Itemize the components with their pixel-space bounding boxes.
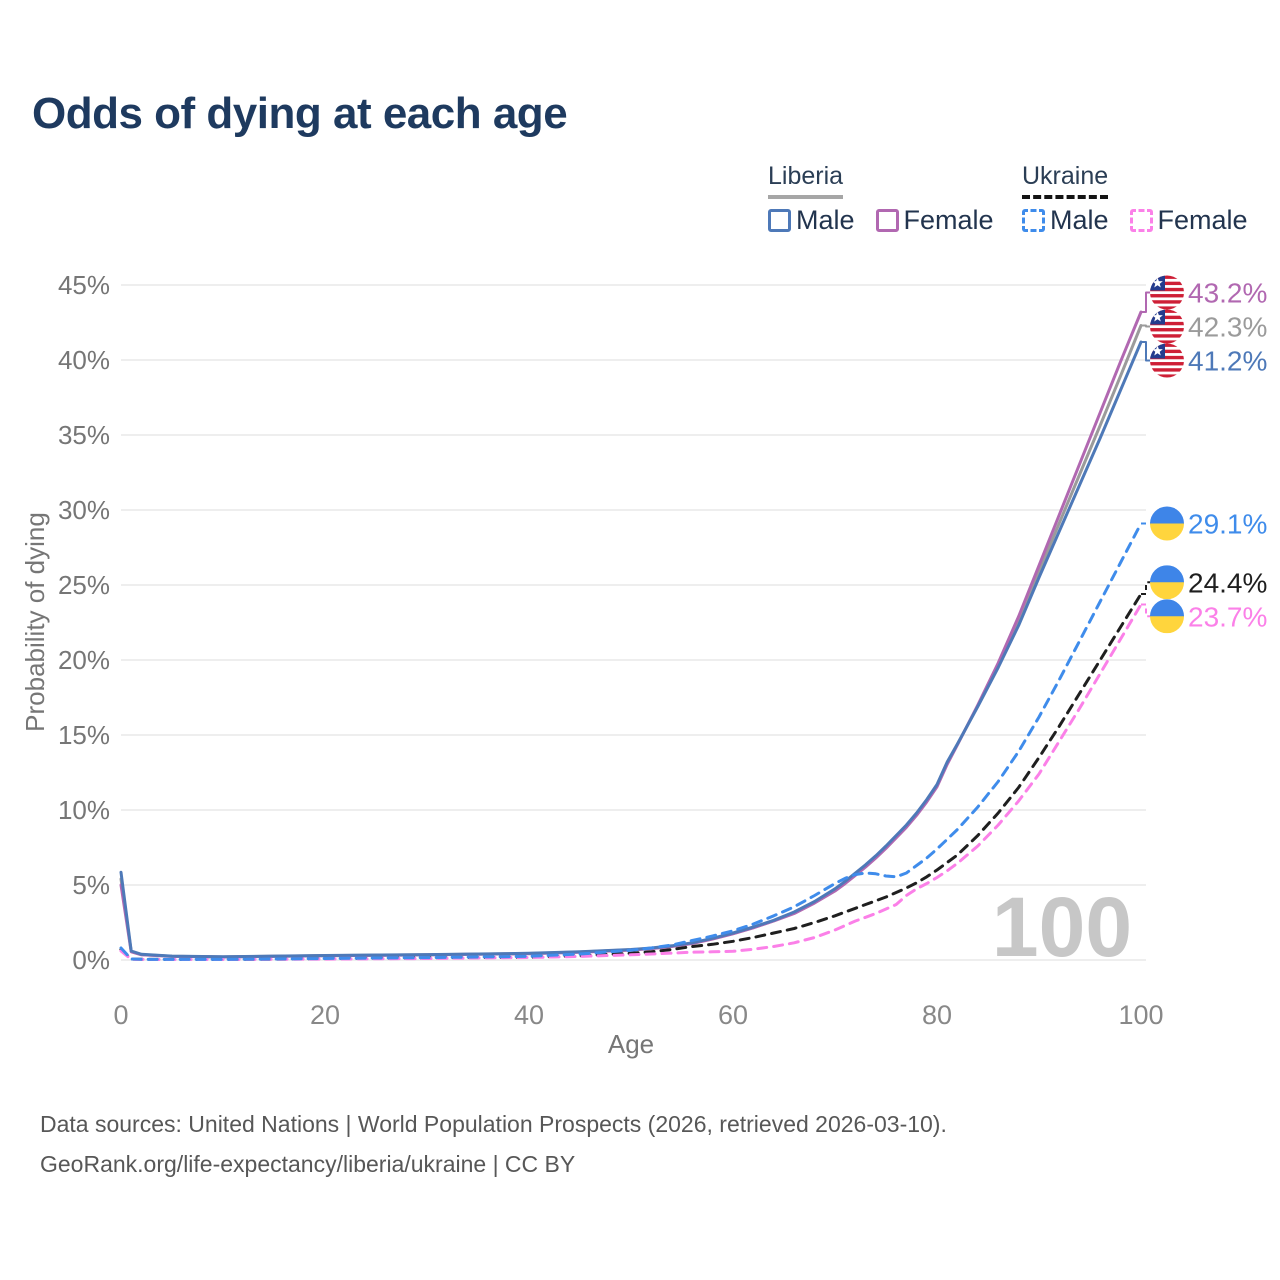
legend-item-label: Female <box>903 204 994 235</box>
legend-item-label: Female <box>1157 204 1248 235</box>
y-tick-label: 25% <box>58 570 110 600</box>
footer-line-2: GeoRank.org/life-expectancy/liberia/ukra… <box>40 1151 576 1177</box>
x-tick-label: 0 <box>113 1000 128 1030</box>
flag-star <box>1152 345 1163 356</box>
legend-item-label: Male <box>1050 204 1109 235</box>
legend-item-ukraine-female[interactable]: Female <box>1129 204 1248 235</box>
end-label-connector-ukraine-both <box>1141 581 1151 595</box>
footer-line-1: Data sources: United Nations | World Pop… <box>40 1111 947 1137</box>
legend: Liberia Male Female Ukraine Male <box>0 162 1280 252</box>
legend-checkbox-ukraine-male-icon[interactable] <box>1022 208 1045 232</box>
series-line-liberia-male <box>119 340 1143 959</box>
y-tick-label: 10% <box>58 795 110 825</box>
series-line-liberia-both <box>119 324 1143 959</box>
flag-star <box>1152 277 1163 288</box>
y-tick-label: 40% <box>58 345 110 375</box>
legend-row-liberia: Male Female <box>768 204 994 235</box>
legend-item-liberia-male[interactable]: Male <box>768 204 855 235</box>
flag-star <box>1152 311 1163 322</box>
flag-ukraine-icon <box>1150 599 1184 634</box>
legend-checkbox-ukraine-female-icon[interactable] <box>1129 208 1153 232</box>
legend-group-title-ukraine: Ukraine <box>1022 162 1109 199</box>
legend-group-ukraine: Ukraine Male Female <box>1022 162 1248 234</box>
x-tick-label: 40 <box>514 1000 544 1030</box>
flag-stripe <box>1150 287 1184 292</box>
flag-stripe <box>1150 275 1184 279</box>
flag-stripe <box>1150 281 1184 286</box>
end-value-label-liberia-both: 42.3% <box>1188 312 1267 343</box>
flag-top-band <box>1150 565 1184 583</box>
x-tick-label: 100 <box>1118 1000 1163 1030</box>
end-value-label-ukraine-both: 24.4% <box>1188 567 1267 598</box>
legend-group-liberia: Liberia Male Female <box>768 162 994 234</box>
series-line-ukraine-female <box>119 603 1143 961</box>
legend-checkbox-liberia-female-icon[interactable] <box>875 208 899 232</box>
legend-item-liberia-female[interactable]: Female <box>875 204 994 235</box>
flag-top-band <box>1150 506 1184 524</box>
end-value-label-liberia-female: 43.2% <box>1188 278 1267 309</box>
flag-stripe <box>1150 315 1184 320</box>
flag-ukraine-icon <box>1150 565 1184 600</box>
flag-liberia-icon <box>1150 343 1184 378</box>
x-axis-title: Age <box>608 1029 654 1059</box>
flag-liberia-icon <box>1150 275 1184 310</box>
legend-item-ukraine-male[interactable]: Male <box>1022 204 1109 235</box>
age-counter-watermark: 100 <box>992 880 1132 974</box>
flag-stripe <box>1150 349 1184 354</box>
y-tick-label: 45% <box>58 270 110 300</box>
y-tick-label: 0% <box>72 945 110 975</box>
series-line-ukraine-both <box>119 592 1143 961</box>
flag-stripe <box>1150 343 1184 347</box>
x-tick-label: 80 <box>922 1000 952 1030</box>
flag-stripe <box>1150 309 1184 313</box>
end-value-label-ukraine-male: 29.1% <box>1188 509 1267 540</box>
flag-top-band <box>1150 599 1184 617</box>
flag-stripe <box>1150 355 1184 360</box>
flag-stripe <box>1150 368 1184 372</box>
series-line-ukraine-male <box>119 522 1143 961</box>
end-label-connector-liberia-female <box>1141 291 1151 313</box>
flag-stripe <box>1150 340 1184 344</box>
y-tick-label: 20% <box>58 645 110 675</box>
flag-liberia-icon <box>1150 309 1184 344</box>
y-tick-label: 30% <box>58 495 110 525</box>
legend-row-ukraine: Male Female <box>1022 204 1248 235</box>
legend-item-label: Male <box>796 204 855 235</box>
end-label-connector-ukraine-female <box>1141 603 1151 618</box>
flag-stripe <box>1150 300 1184 304</box>
y-tick-label: 15% <box>58 720 110 750</box>
page-title: Odds of dying at each age <box>32 89 568 138</box>
flag-stripe <box>1150 294 1184 298</box>
flag-bottom-band <box>1150 523 1184 541</box>
flag-stripe <box>1150 306 1184 310</box>
flag-bottom-band <box>1150 582 1184 600</box>
y-tick-label: 5% <box>72 870 110 900</box>
x-tick-label: 20 <box>310 1000 340 1030</box>
flag-stripe <box>1150 334 1184 338</box>
end-value-label-liberia-male: 41.2% <box>1188 346 1267 377</box>
end-label-connector-liberia-both <box>1141 324 1151 328</box>
flag-stripe <box>1150 321 1184 326</box>
flag-stripe <box>1150 374 1184 378</box>
end-label-connector-liberia-male <box>1141 341 1151 362</box>
data-source-note: Data sources: United Nations | World Pop… <box>40 1104 947 1184</box>
y-tick-label: 35% <box>58 420 110 450</box>
flag-stripe <box>1150 362 1184 366</box>
legend-group-title-liberia: Liberia <box>768 162 844 199</box>
end-value-label-ukraine-female: 23.7% <box>1188 601 1267 632</box>
flag-ukraine-icon <box>1150 506 1184 541</box>
flag-bottom-band <box>1150 616 1184 634</box>
flag-stripe <box>1150 328 1184 332</box>
legend-checkbox-liberia-male-icon[interactable] <box>768 208 791 232</box>
series-line-liberia-female <box>119 310 1143 959</box>
y-axis-title: Probability of dying <box>20 512 50 732</box>
x-tick-label: 60 <box>718 1000 748 1030</box>
